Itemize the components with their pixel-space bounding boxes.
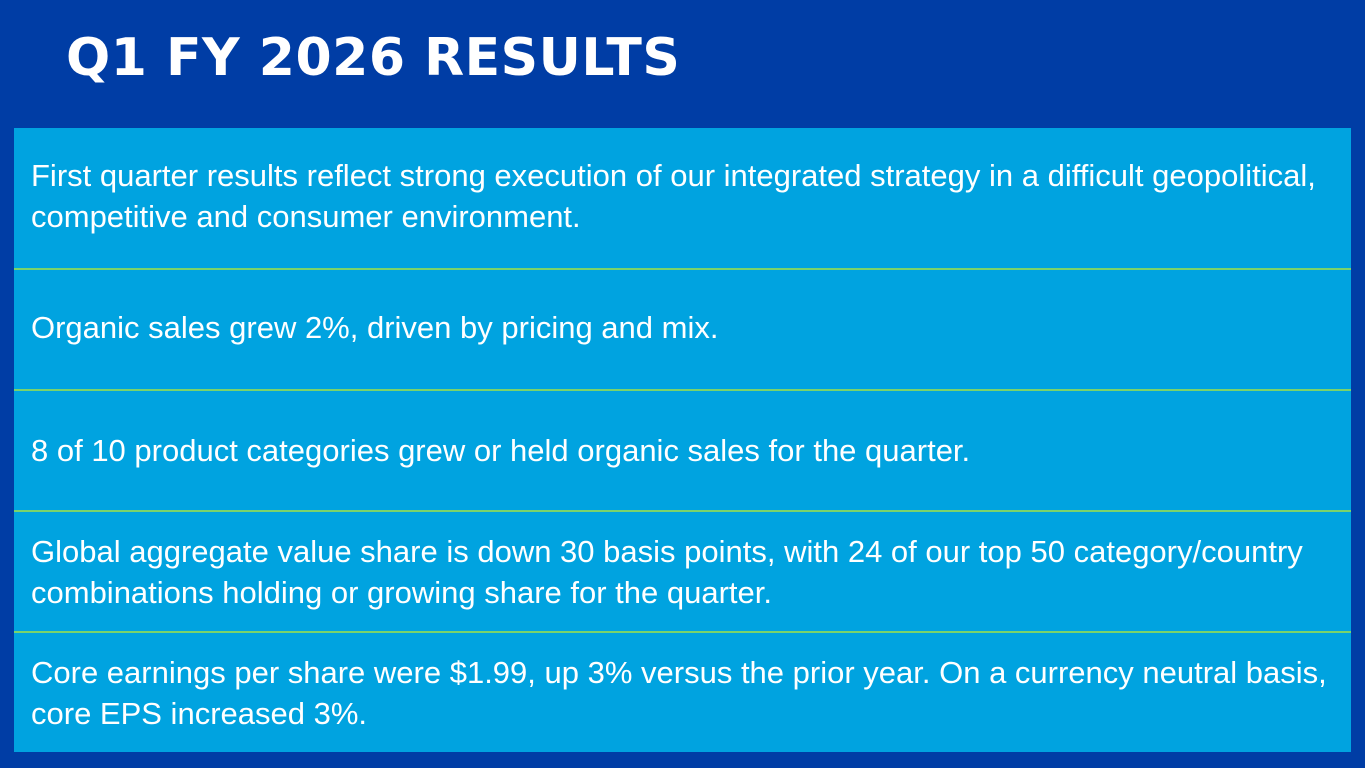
result-item-text: Organic sales grew 2%, driven by pricing… bbox=[31, 310, 719, 345]
result-item-text: First quarter results reflect strong exe… bbox=[31, 158, 1316, 234]
result-item-text: Global aggregate value share is down 30 … bbox=[31, 533, 1303, 610]
result-item-text: 8 of 10 product categories grew or held … bbox=[31, 433, 971, 468]
result-item-execution: First quarter results reflect strong exe… bbox=[14, 128, 1351, 268]
result-item-text: Core earnings per share were $1.99, up 3… bbox=[31, 654, 1327, 731]
result-item-categories: 8 of 10 product categories grew or held … bbox=[14, 389, 1351, 510]
results-panel: First quarter results reflect strong exe… bbox=[14, 128, 1351, 752]
result-item-eps: Core earnings per share were $1.99, up 3… bbox=[14, 631, 1351, 752]
slide-title: Q1 FY 2026 RESULTS bbox=[66, 28, 681, 88]
result-item-value-share: Global aggregate value share is down 30 … bbox=[14, 510, 1351, 631]
result-item-organic-sales: Organic sales grew 2%, driven by pricing… bbox=[14, 268, 1351, 389]
